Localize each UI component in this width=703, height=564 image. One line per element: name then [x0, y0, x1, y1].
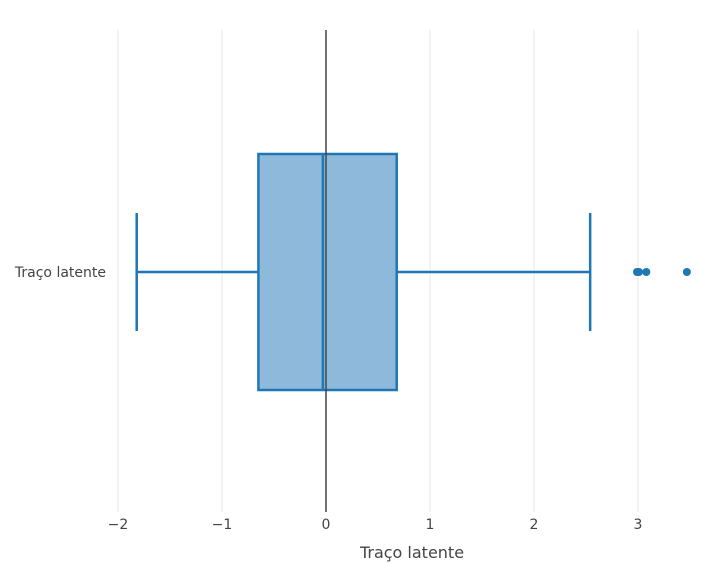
x-tick-labels: −2 −1 0 1 2 3: [108, 517, 643, 533]
x-tick-label: −2: [108, 517, 129, 533]
x-tick-label: 2: [530, 517, 539, 533]
x-tick-label: 3: [634, 517, 643, 533]
y-category-label: Traço latente: [14, 265, 106, 281]
iqr-box: [257, 152, 398, 392]
outlier-point: [682, 268, 691, 276]
x-tick-label: 1: [426, 517, 435, 533]
x-tick-label: −1: [212, 517, 233, 533]
x-tick-label: 0: [322, 517, 331, 533]
outlier-point: [642, 268, 651, 276]
x-axis-title: Traço latente: [359, 543, 464, 562]
outlier-point: [635, 268, 644, 276]
box-layer: [135, 152, 691, 392]
